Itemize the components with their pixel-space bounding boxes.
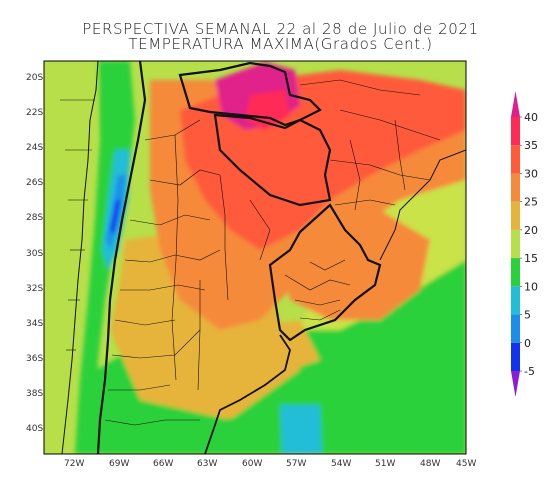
colorbar-band (511, 201, 520, 230)
colorbar-band (511, 229, 520, 259)
lon-label: 66W (153, 459, 173, 469)
colorbar-band (511, 145, 520, 174)
colorbar-label: 30 (524, 167, 538, 180)
colorbar-band (511, 342, 520, 371)
brazil-coast (379, 149, 466, 261)
lon-label: 48W (420, 459, 440, 469)
map-title-line1: PERSPECTIVA SEMANAL 22 al 28 de Julio de… (82, 20, 479, 38)
lon-label: 69W (109, 459, 129, 469)
lat-label: 20S (26, 73, 43, 83)
colorbar-band (511, 173, 520, 202)
colorbar-label: 0 (524, 337, 531, 350)
colorbar-top-tip (511, 91, 520, 117)
chile-coast (61, 61, 99, 454)
lat-label: 24S (26, 143, 43, 153)
province-lines (60, 79, 441, 426)
map-title-line2: TEMPERATURA MAXIMA(Grados Cent.) (128, 35, 433, 53)
lat-label: 30S (26, 249, 43, 259)
lat-label: 36S (26, 354, 43, 364)
lon-label: 60W (242, 459, 262, 469)
bolivia-border (178, 61, 322, 127)
colorbar-bottom-tip (511, 371, 520, 397)
colorbar-label: 25 (524, 196, 538, 209)
colorbar-label: 10 (524, 280, 538, 293)
colorbar: 40 35 30 25 20 15 10 5 0 -5 (511, 91, 538, 397)
colorbar-label: -5 (524, 365, 535, 378)
andes-border (96, 61, 147, 454)
colorbar-band (511, 286, 520, 315)
colorbar-label: 20 (524, 224, 538, 237)
colorbar-band (511, 258, 520, 287)
lon-label: 54W (331, 459, 351, 469)
uruguay-border (268, 203, 382, 342)
paraguay-border (213, 113, 332, 207)
lon-label: 57W (286, 459, 306, 469)
boundaries (60, 61, 466, 454)
lon-label: 45W (456, 459, 476, 469)
lon-label: 51W (375, 459, 395, 469)
lat-label: 22S (26, 108, 43, 118)
lon-label: 63W (197, 459, 217, 469)
colorbar-band (511, 314, 520, 343)
latitude-labels: 20S 22S 24S 26S 28S 30S 32S 34S 36S 38S … (26, 73, 43, 434)
lat-label: 38S (26, 389, 43, 399)
argentina-coast (204, 334, 291, 454)
lon-label: 72W (64, 459, 84, 469)
lat-label: 26S (26, 178, 43, 188)
map-frame (43, 60, 467, 455)
colorbar-label: 35 (524, 139, 538, 152)
longitude-labels: 72W 69W 66W 63W 60W 57W 54W 51W 48W 45W (64, 459, 476, 469)
lat-label: 40S (26, 424, 43, 434)
lat-label: 28S (26, 213, 43, 223)
colorbar-label: 15 (524, 252, 538, 265)
colorbar-band (511, 117, 520, 146)
colorbar-label: 40 (524, 111, 538, 124)
lat-label: 32S (26, 284, 43, 294)
lat-label: 34S (26, 319, 43, 329)
colorbar-label: 5 (524, 309, 531, 322)
